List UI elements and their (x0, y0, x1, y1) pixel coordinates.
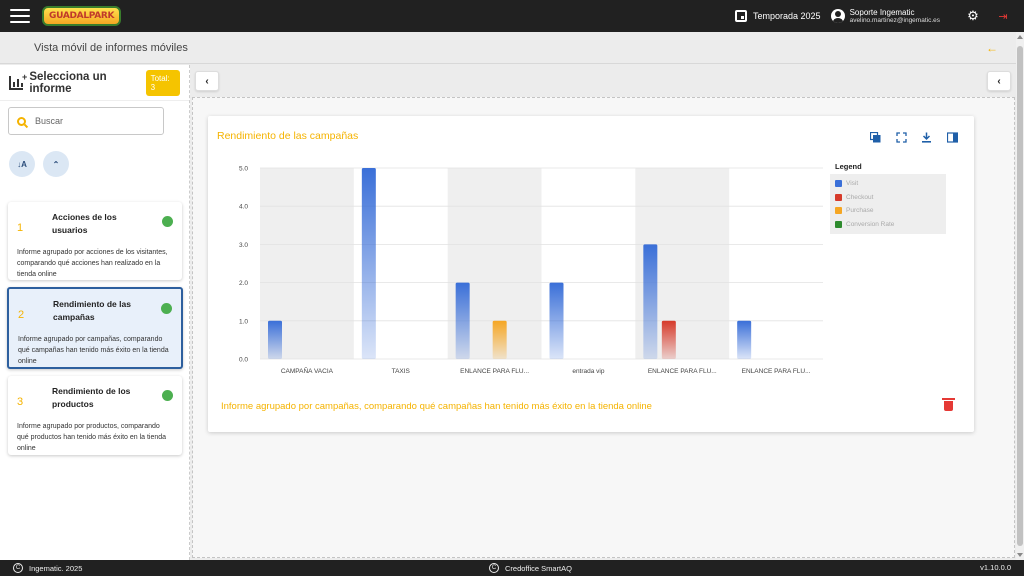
sort-direction-button[interactable]: ⌃ (43, 151, 69, 177)
report-number: 1 (17, 222, 24, 234)
bar-visit (643, 244, 658, 359)
x-tick-label: TAXIS (392, 368, 411, 375)
season-selector[interactable]: Temporada 2025 (735, 10, 821, 22)
bar-visit (549, 282, 564, 359)
report-description: Informe agrupado por acciones de los vis… (17, 249, 168, 278)
chevron-left-icon: ‹ (997, 75, 1001, 87)
user-menu[interactable]: Soporte Ingematic avelino.martinez@ingem… (830, 7, 940, 25)
copyright-icon: C (13, 563, 23, 573)
y-tick-label: 4.0 (239, 204, 248, 211)
x-tick-label: ENLANCE PARA FLU... (460, 368, 529, 375)
user-email: avelino.martinez@ingematic.es (849, 16, 940, 24)
menu-icon[interactable] (10, 9, 30, 23)
page-scrollbar[interactable] (1016, 32, 1024, 560)
app-logo[interactable]: GUADALPARK (42, 6, 122, 26)
legend-label: Conversion Rate (846, 220, 895, 228)
x-tick-label: entrada vip (572, 368, 605, 375)
legend-item[interactable]: Purchase (835, 204, 941, 218)
legend-item[interactable]: Conversion Rate (835, 218, 941, 232)
status-dot (162, 390, 173, 401)
search-input[interactable] (35, 116, 155, 126)
footer-left-text: Ingematic. 2025 (29, 563, 83, 573)
copyright-icon: C (489, 563, 499, 573)
y-tick-label: 0.0 (239, 357, 248, 364)
chevron-left-icon: ‹ (205, 75, 209, 87)
chevron-up-icon: ⌃ (52, 159, 60, 169)
x-tick-label: CAMPAÑA VACIA (281, 366, 334, 375)
fullscreen-icon[interactable] (896, 132, 907, 143)
search-icon (17, 116, 26, 126)
report-title: Rendimiento de los productos (52, 386, 131, 409)
top-bar: GUADALPARK Temporada 2025 Soporte Ingema… (0, 0, 1024, 32)
y-tick-label: 5.0 (239, 166, 248, 173)
bar-purchase (492, 320, 507, 359)
season-label: Temporada 2025 (753, 11, 821, 21)
report-description: Informe agrupado por productos, comparan… (17, 423, 167, 452)
user-name: Soporte Ingematic (849, 7, 915, 17)
chart-legend: Legend Visit Checkout Purchase Conversion R… (830, 162, 946, 234)
legend-label: Checkout (846, 193, 874, 201)
report-card[interactable]: 3 Rendimiento de los productos Informe a… (8, 376, 182, 455)
download-icon[interactable] (921, 132, 932, 143)
trash-icon[interactable] (942, 398, 955, 411)
report-chart-title: Rendimiento de las campañas (217, 130, 359, 142)
report-card-selected[interactable]: 2 Rendimiento de las campañas Informe ag… (7, 287, 183, 369)
legend-title: Legend (835, 162, 862, 171)
x-tick-label: ENLANCE PARA FLU... (648, 368, 717, 375)
bar-visit (455, 282, 470, 359)
calendar-icon (735, 10, 748, 22)
footer-center-text: Credoffice SmartAQ (505, 563, 572, 573)
legend-swatch (835, 207, 842, 215)
legend-item[interactable]: Visit (835, 177, 941, 191)
page-header: Vista móvil de informes móviles ← (0, 32, 1016, 64)
sort-az-button[interactable]: ↓A (9, 151, 35, 177)
report-title: Acciones de los usuarios (52, 212, 117, 235)
scrollbar-thumb[interactable] (1017, 46, 1023, 546)
bar-visit (268, 320, 282, 359)
legend-swatch (835, 220, 842, 228)
bar-chart: 0.0 1.0 2.0 3.0 4.0 5.0 CAMPAÑA VACIA TAXIS ENLA… (239, 166, 823, 375)
sidebar-title: Selecciona un informe (29, 70, 107, 95)
version-label: v1.10.0.0 (980, 563, 1011, 572)
collapse-panel-button[interactable]: ‹ (987, 71, 1011, 91)
bar-visit (737, 320, 752, 359)
legend-swatch (835, 180, 842, 188)
report-card-panel: Rendimiento de las campañas 0.0 1.0 2.0 3.0… (208, 116, 974, 432)
collapse-sidebar-button[interactable]: ‹ (195, 71, 219, 91)
copy-icon[interactable] (870, 132, 881, 143)
account-icon (830, 9, 845, 23)
legend-item[interactable]: Checkout (835, 191, 941, 205)
legend-list: Visit Checkout Purchase Conversion Rate (830, 174, 946, 234)
scroll-down-icon[interactable] (1017, 553, 1023, 557)
report-number: 2 (18, 309, 25, 321)
total-badge: Total: 3 (145, 69, 180, 96)
report-number: 3 (17, 396, 24, 408)
x-tick-label: ENLANCE PARA FLU... (742, 368, 811, 375)
back-arrow-icon[interactable]: ← (986, 40, 998, 55)
legend-swatch (835, 193, 842, 201)
bar-visit (361, 168, 376, 359)
report-card[interactable]: 1 Acciones de los usuarios Informe agrup… (8, 202, 182, 280)
settings-gear-icon[interactable]: ⚙ (967, 8, 979, 23)
search-field[interactable] (8, 107, 164, 135)
scroll-up-icon[interactable] (1017, 35, 1023, 39)
y-tick-label: 1.0 (239, 318, 248, 325)
layout-toggle-icon[interactable] (947, 132, 958, 143)
legend-label: Visit (846, 180, 859, 188)
page-title: Vista móvil de informes móviles (34, 41, 188, 54)
legend-label: Purchase (846, 207, 874, 215)
status-dot (162, 216, 173, 227)
bar-checkout (661, 320, 676, 359)
add-chart-icon: + (9, 72, 27, 90)
logout-icon[interactable]: ⇥ (998, 10, 1008, 23)
y-tick-label: 3.0 (239, 242, 248, 249)
report-sidebar: + Selecciona un informe Total: 3 ↓A ⌃ 1 … (0, 65, 190, 560)
sidebar-header: + Selecciona un informe Total: 3 (0, 65, 189, 101)
report-title: Rendimiento de las campañas (53, 299, 131, 322)
report-description: Informe agrupado por campañas, comparand… (221, 401, 652, 412)
report-description: Informe agrupado por campañas, comparand… (18, 336, 169, 365)
footer: C Ingematic. 2025 C Credoffice SmartAQ v… (0, 560, 1024, 576)
y-tick-label: 2.0 (239, 280, 248, 287)
status-dot (161, 303, 172, 314)
